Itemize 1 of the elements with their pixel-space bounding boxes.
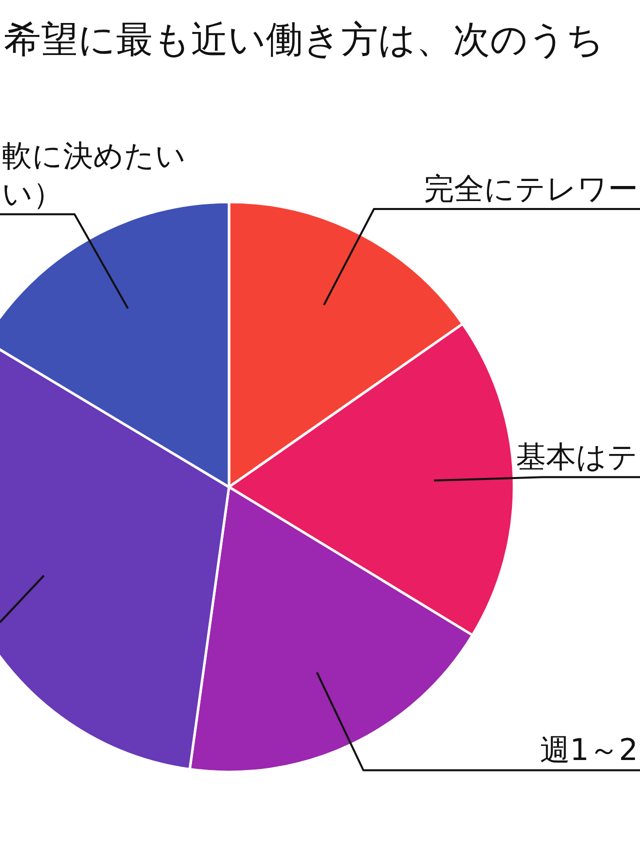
title: 希望に最も近い働き方は、次のうち (4, 18, 604, 61)
